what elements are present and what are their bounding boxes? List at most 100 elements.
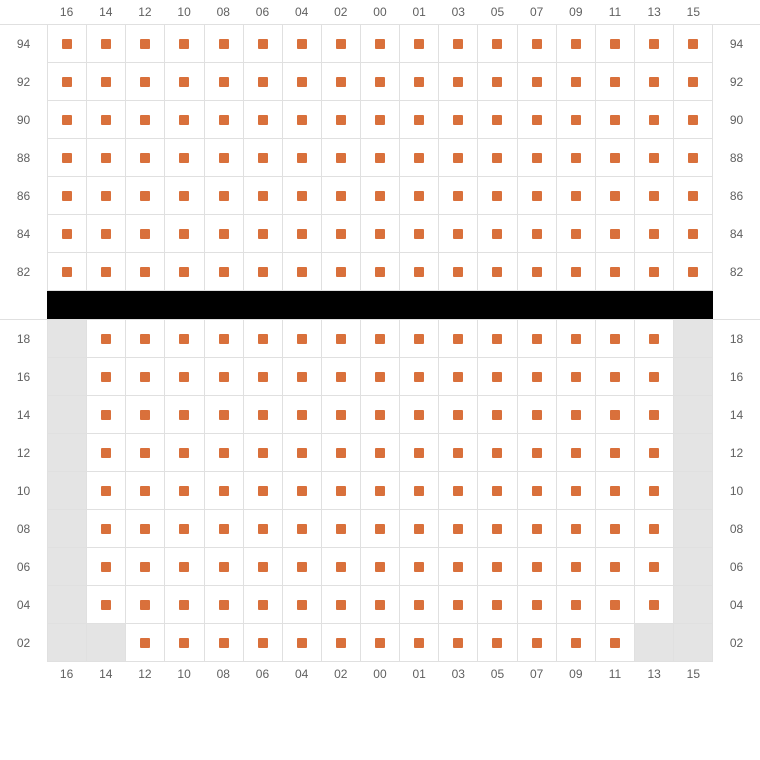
seat-cell[interactable] (635, 101, 674, 139)
seat-cell[interactable] (47, 101, 87, 139)
seat-cell[interactable] (205, 472, 244, 510)
seat-cell[interactable] (518, 320, 557, 358)
seat-cell[interactable] (322, 548, 361, 586)
seat-cell[interactable] (244, 177, 283, 215)
seat-cell[interactable] (439, 510, 478, 548)
seat-cell[interactable] (165, 358, 204, 396)
seat-cell[interactable] (557, 472, 596, 510)
seat-cell[interactable] (518, 434, 557, 472)
seat-cell[interactable] (400, 510, 439, 548)
seat-cell[interactable] (361, 139, 400, 177)
seat-cell[interactable] (322, 320, 361, 358)
seat-cell[interactable] (205, 586, 244, 624)
seat-cell[interactable] (635, 25, 674, 63)
seat-cell[interactable] (674, 101, 713, 139)
seat-cell[interactable] (674, 25, 713, 63)
seat-cell[interactable] (322, 63, 361, 101)
seat-cell[interactable] (361, 25, 400, 63)
seat-cell[interactable] (518, 472, 557, 510)
seat-cell[interactable] (478, 586, 517, 624)
seat-cell[interactable] (87, 434, 126, 472)
seat-cell[interactable] (596, 548, 635, 586)
seat-cell[interactable] (126, 624, 165, 662)
seat-cell[interactable] (205, 434, 244, 472)
seat-cell[interactable] (322, 253, 361, 291)
seat-cell[interactable] (165, 624, 204, 662)
seat-cell[interactable] (400, 101, 439, 139)
seat-cell[interactable] (596, 510, 635, 548)
seat-cell[interactable] (126, 253, 165, 291)
seat-cell[interactable] (165, 434, 204, 472)
seat-cell[interactable] (126, 25, 165, 63)
seat-cell[interactable] (596, 586, 635, 624)
seat-cell[interactable] (126, 472, 165, 510)
seat-cell[interactable] (47, 139, 87, 177)
seat-cell[interactable] (126, 434, 165, 472)
seat-cell[interactable] (87, 25, 126, 63)
seat-cell[interactable] (478, 548, 517, 586)
seat-cell[interactable] (635, 215, 674, 253)
seat-cell[interactable] (557, 139, 596, 177)
seat-cell[interactable] (674, 215, 713, 253)
seat-cell[interactable] (478, 101, 517, 139)
seat-cell[interactable] (361, 320, 400, 358)
seat-cell[interactable] (674, 177, 713, 215)
seat-cell[interactable] (165, 396, 204, 434)
seat-cell[interactable] (283, 177, 322, 215)
seat-cell[interactable] (361, 101, 400, 139)
seat-cell[interactable] (400, 358, 439, 396)
seat-cell[interactable] (283, 139, 322, 177)
seat-cell[interactable] (283, 358, 322, 396)
seat-cell[interactable] (478, 434, 517, 472)
seat-cell[interactable] (322, 510, 361, 548)
seat-cell[interactable] (400, 63, 439, 101)
seat-cell[interactable] (635, 434, 674, 472)
seat-cell[interactable] (635, 320, 674, 358)
seat-cell[interactable] (165, 63, 204, 101)
seat-cell[interactable] (126, 320, 165, 358)
seat-cell[interactable] (596, 139, 635, 177)
seat-cell[interactable] (596, 396, 635, 434)
seat-cell[interactable] (283, 215, 322, 253)
seat-cell[interactable] (478, 510, 517, 548)
seat-cell[interactable] (596, 472, 635, 510)
seat-cell[interactable] (439, 25, 478, 63)
seat-cell[interactable] (165, 25, 204, 63)
seat-cell[interactable] (596, 101, 635, 139)
seat-cell[interactable] (322, 358, 361, 396)
seat-cell[interactable] (439, 434, 478, 472)
seat-cell[interactable] (557, 101, 596, 139)
seat-cell[interactable] (439, 472, 478, 510)
seat-cell[interactable] (361, 215, 400, 253)
seat-cell[interactable] (283, 510, 322, 548)
seat-cell[interactable] (361, 472, 400, 510)
seat-cell[interactable] (400, 215, 439, 253)
seat-cell[interactable] (87, 215, 126, 253)
seat-cell[interactable] (439, 101, 478, 139)
seat-cell[interactable] (557, 358, 596, 396)
seat-cell[interactable] (596, 215, 635, 253)
seat-cell[interactable] (361, 396, 400, 434)
seat-cell[interactable] (87, 358, 126, 396)
seat-cell[interactable] (439, 63, 478, 101)
seat-cell[interactable] (322, 215, 361, 253)
seat-cell[interactable] (165, 548, 204, 586)
seat-cell[interactable] (439, 215, 478, 253)
seat-cell[interactable] (322, 624, 361, 662)
seat-cell[interactable] (165, 215, 204, 253)
seat-cell[interactable] (478, 63, 517, 101)
seat-cell[interactable] (478, 253, 517, 291)
seat-cell[interactable] (205, 253, 244, 291)
seat-cell[interactable] (47, 177, 87, 215)
seat-cell[interactable] (87, 586, 126, 624)
seat-cell[interactable] (596, 25, 635, 63)
seat-cell[interactable] (47, 63, 87, 101)
seat-cell[interactable] (244, 586, 283, 624)
seat-cell[interactable] (244, 434, 283, 472)
seat-cell[interactable] (205, 396, 244, 434)
seat-cell[interactable] (478, 139, 517, 177)
seat-cell[interactable] (283, 624, 322, 662)
seat-cell[interactable] (322, 396, 361, 434)
seat-cell[interactable] (518, 253, 557, 291)
seat-cell[interactable] (165, 320, 204, 358)
